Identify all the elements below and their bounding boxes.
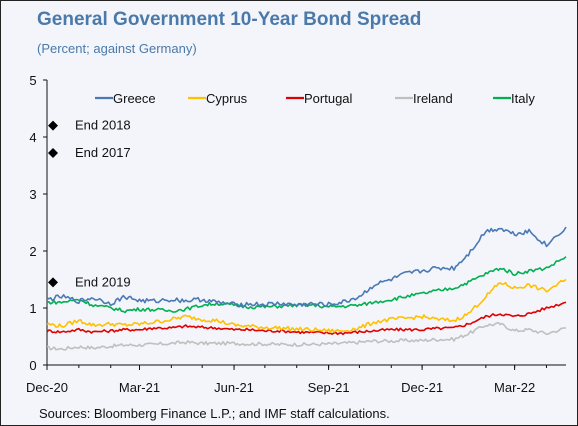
source-note: Sources: Bloomberg Finance L.P.; and IMF… [39,406,390,421]
legend-label-portugal: Portugal [304,91,353,106]
x-tick-label: Mar-21 [119,380,160,395]
y-tick-label: 3 [29,187,36,202]
series-line-ireland [47,321,567,351]
legend-label-ireland: Ireland [413,91,453,106]
x-tick-label: Dec-20 [26,380,68,395]
annotation-label: End 2018 [75,118,131,133]
chart-subtitle: (Percent; against Germany) [37,41,197,56]
legend-label-greece: Greece [113,91,156,106]
y-tick-label: 0 [29,358,36,373]
series-line-italy [46,256,567,314]
x-tick-label: Dec-21 [401,380,443,395]
annotation-label: End 2019 [75,274,131,289]
x-tick-label: Sep-21 [308,380,350,395]
y-tick-label: 5 [29,73,36,88]
y-tick-label: 1 [29,301,36,316]
x-tick-label: Mar-22 [494,380,535,395]
legend-label-italy: Italy [511,91,535,106]
annotation-diamond [48,147,58,158]
x-tick-label: Jun-21 [214,380,254,395]
legend-label-cyprus: Cyprus [206,91,248,106]
series-line-greece [46,226,567,308]
y-tick-label: 4 [29,130,36,145]
y-tick-label: 2 [29,244,36,259]
series-line-portugal [46,301,567,336]
annotation-label: End 2017 [75,145,131,160]
annotation-diamond [48,120,58,131]
series-line-cyprus [46,278,567,333]
annotation-diamond [48,277,58,288]
chart-title: General Government 10-Year Bond Spread [37,9,422,30]
